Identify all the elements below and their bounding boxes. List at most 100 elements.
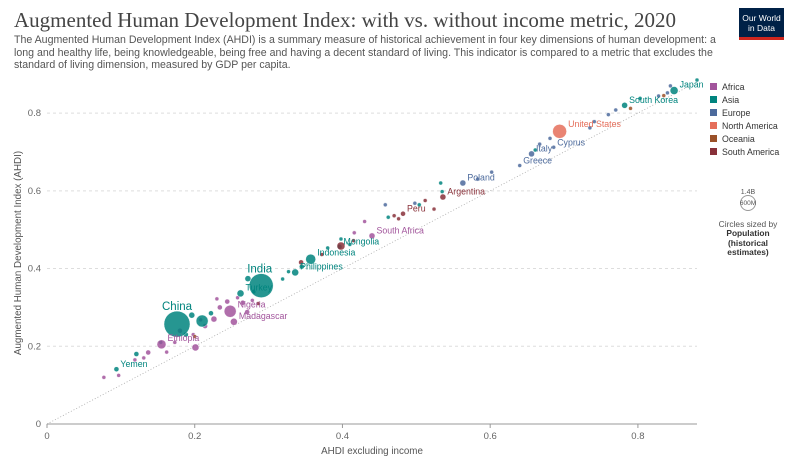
data-point: [163, 310, 191, 338]
legend-item[interactable]: South America: [710, 145, 779, 158]
point-label: Madagascar: [239, 311, 287, 321]
point-label: Greece: [523, 156, 552, 166]
data-point: [422, 198, 428, 203]
owid-logo[interactable]: Our World in Data: [739, 8, 784, 40]
data-point: [133, 351, 140, 357]
data-point: [489, 169, 494, 175]
size-key-caption: Circles sized by: [718, 219, 778, 229]
size-key-label-3: estimates): [727, 247, 769, 257]
data-point: [637, 96, 643, 101]
data-point: [587, 125, 593, 131]
y-axis-label: Augmented Human Development Index (AHDI): [13, 151, 24, 355]
data-point: [208, 310, 214, 316]
point-label: Poland: [467, 173, 494, 183]
size-key-label-2: (historical: [727, 237, 769, 248]
data-point: [256, 301, 261, 306]
legend-swatch: [710, 135, 717, 142]
data-point: [236, 289, 245, 298]
data-point: [613, 107, 618, 113]
data-point: [665, 90, 670, 96]
data-point: [533, 147, 538, 153]
x-tick-label: 0.4: [336, 431, 349, 442]
data-point: [628, 106, 633, 111]
size-key-max: 1.4B: [740, 189, 756, 196]
point-label: Italy: [536, 143, 553, 153]
size-key-min: 600M: [739, 200, 757, 207]
data-point: [606, 112, 611, 117]
point-label: China: [162, 301, 193, 313]
data-point: [668, 83, 673, 89]
data-point: [217, 304, 223, 311]
data-point: [439, 189, 445, 194]
data-point: [592, 119, 597, 124]
data-point: [475, 176, 480, 182]
data-point: [164, 349, 169, 355]
legend-swatch: [710, 148, 717, 155]
data-point: [621, 102, 628, 109]
size-key-label-1: Population: [726, 228, 770, 238]
legend-swatch: [710, 122, 717, 129]
point-label: United States: [568, 119, 621, 129]
data-point: [552, 124, 567, 139]
data-point: [528, 150, 535, 158]
data-point: [352, 230, 357, 235]
legend-item[interactable]: Asia: [710, 93, 779, 106]
y-tick-label: 0.4: [28, 264, 41, 275]
x-tick-label: 0.2: [188, 431, 201, 442]
legend-item[interactable]: Europe: [710, 106, 779, 119]
legend-label: Europe: [722, 107, 751, 118]
reference-line: [46, 81, 698, 425]
data-point: [438, 180, 443, 186]
data-point: [351, 238, 356, 243]
x-tick-label: 0: [44, 431, 49, 442]
chart-title: Augmented Human Development Index: with …: [14, 8, 676, 32]
data-point: [113, 366, 120, 372]
y-tick-label: 0: [36, 419, 41, 430]
data-point: [368, 232, 376, 240]
legend-label: North America: [722, 120, 778, 131]
logo-line-2: in Data: [748, 23, 775, 33]
data-point: [298, 259, 304, 266]
data-point: [391, 213, 397, 218]
data-point: [141, 355, 146, 361]
data-point: [192, 334, 197, 339]
data-point: [439, 193, 447, 201]
data-point: [517, 163, 522, 168]
legend-swatch: [710, 83, 717, 90]
data-point: [551, 145, 556, 150]
data-point: [694, 77, 700, 83]
data-point: [244, 309, 250, 315]
x-axis-label: AHDI excluding income: [321, 446, 423, 457]
size-key-circles: 1.4B 600M: [708, 189, 788, 215]
point-label: Mongolia: [344, 237, 380, 247]
x-tick-label: 0.6: [484, 431, 497, 442]
data-point: [656, 93, 661, 99]
y-tick-label: 0.2: [28, 341, 41, 352]
legend-item[interactable]: Oceania: [710, 132, 779, 145]
data-point: [396, 216, 401, 222]
data-point: [132, 357, 138, 363]
region-legend: Africa Asia Europe North America Oceania Sout…: [710, 80, 779, 158]
data-point: [417, 202, 422, 208]
data-point: [249, 273, 274, 298]
data-points: [101, 77, 700, 380]
data-point: [336, 241, 346, 251]
gridlines: [46, 81, 698, 425]
data-point: [347, 242, 353, 247]
legend-label: Africa: [722, 81, 745, 92]
data-point: [235, 295, 240, 300]
data-point: [230, 318, 238, 326]
point-labels: China India Indonesia Philippines Turkey Mong…: [120, 80, 703, 369]
point-label: South Korea: [629, 95, 678, 105]
y-tick-label: 0.8: [28, 108, 41, 119]
legend-item[interactable]: Africa: [710, 80, 779, 93]
point-label: Nigeria: [238, 299, 266, 309]
size-key-circle-icon: [740, 195, 756, 211]
legend-item[interactable]: North America: [710, 119, 779, 132]
data-point: [412, 201, 418, 206]
y-tick-label: 0.6: [28, 186, 41, 197]
data-point: [305, 254, 316, 265]
point-label: Peru: [407, 203, 426, 213]
data-point: [669, 86, 679, 95]
